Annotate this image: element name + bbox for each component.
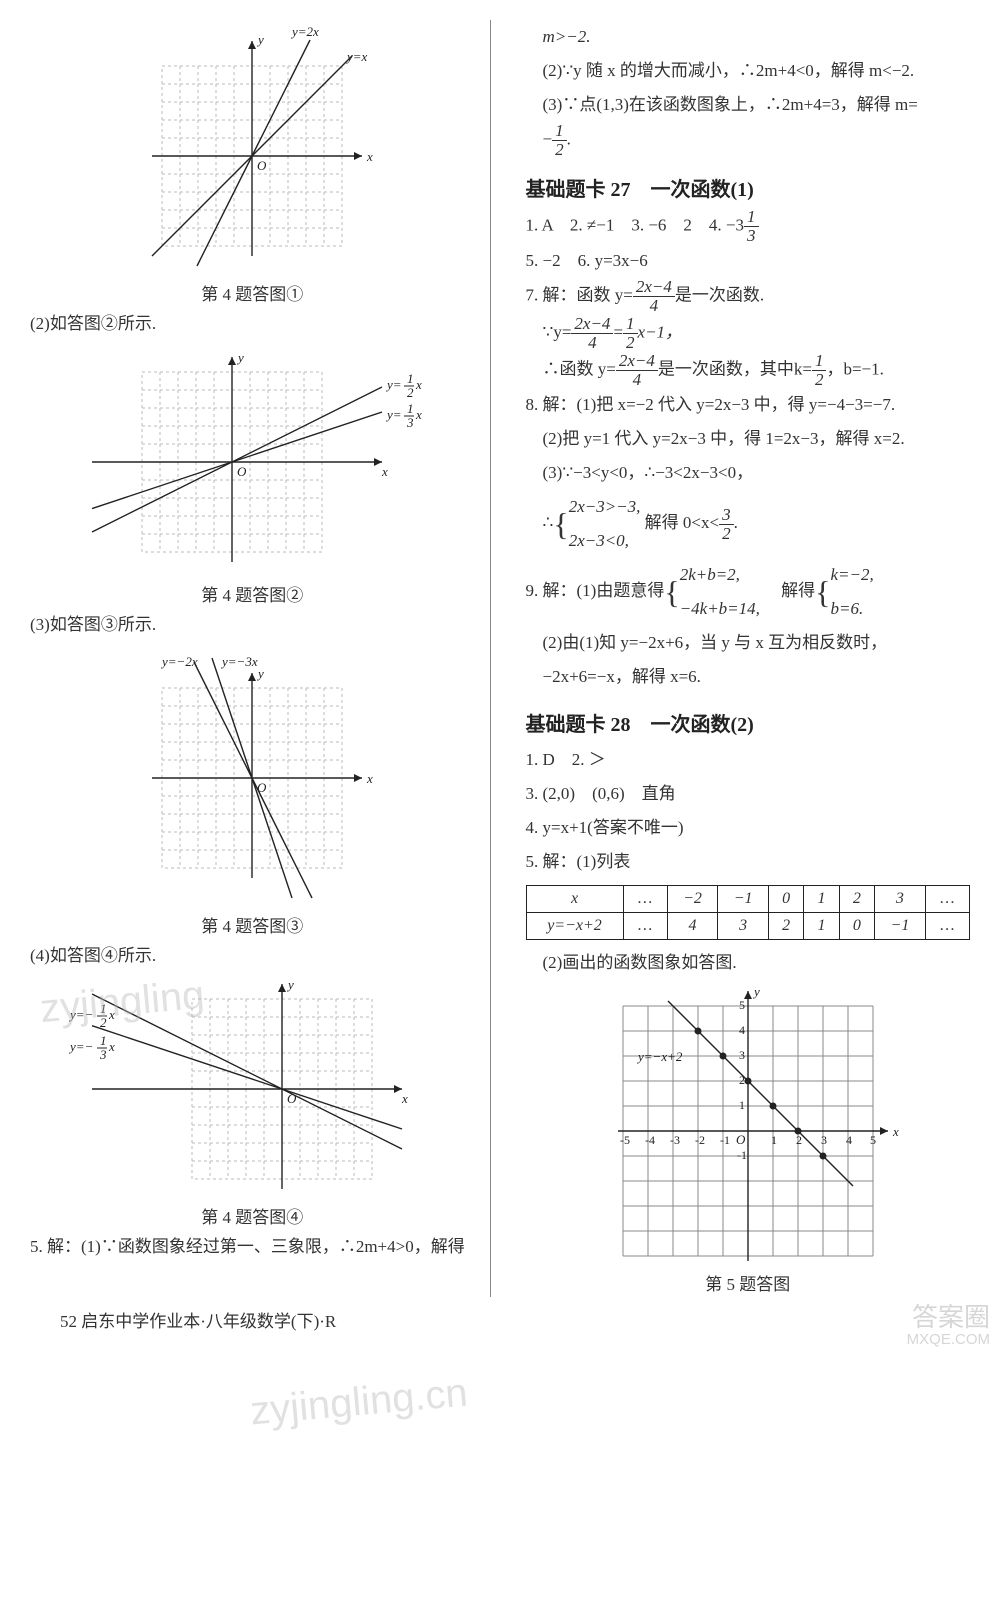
svg-text:3: 3: [739, 1048, 745, 1062]
r-l1: m>−2.: [526, 20, 971, 54]
svg-text:y: y: [236, 350, 244, 365]
s27-l12: −2x+6=−x，解得 x=6.: [526, 660, 971, 694]
figure-1: x y O y=2x y=x 第 4 题答图①: [30, 26, 475, 305]
svg-text:1: 1: [100, 1001, 107, 1016]
figure-5: xy -5-4-3-2-1 O 12345 -1 12345 y=−x+2: [526, 986, 971, 1295]
s27-l1: 1. A 2. ≠−1 3. −6 2 4. −313: [526, 208, 971, 245]
svg-text:x: x: [108, 1039, 115, 1054]
text-4: (4)如答图④所示.: [30, 939, 475, 973]
r-l2: (2)∵y 随 x 的增大而减小，∴2m+4<0，解得 m<−2.: [526, 54, 971, 88]
svg-text:-1: -1: [720, 1133, 730, 1147]
svg-text:y=: y=: [385, 377, 402, 392]
svg-text:x: x: [892, 1124, 899, 1139]
svg-text:2: 2: [100, 1015, 107, 1030]
r-l3: (3)∵点(1,3)在该函数图象上，∴2m+4=3，解得 m=: [526, 88, 971, 122]
r-l3b: −12.: [526, 122, 971, 159]
watermark-2: zyjingling.cn: [248, 1371, 469, 1435]
svg-text:x: x: [108, 1007, 115, 1022]
svg-text:y=: y=: [385, 407, 402, 422]
svg-text:y=x: y=x: [345, 49, 368, 64]
s27-l6: 8. 解：(1)把 x=−2 代入 y=2x−3 中，得 y=−4−3=−7.: [526, 388, 971, 422]
s28-l3: 4. y=x+1(答案不唯一): [526, 811, 971, 845]
s27-l11: (2)由(1)知 y=−2x+6，当 y 与 x 互为相反数时，: [526, 626, 971, 660]
sec28-title: 基础题卡 28 一次函数(2): [526, 708, 971, 737]
svg-text:y=−: y=−: [68, 1007, 93, 1022]
svg-text:O: O: [736, 1132, 746, 1147]
s27-l8: (3)∵−3<y<0，∴−3<2x−3<0，: [526, 456, 971, 490]
s27-l5: ∴函数 y=2x−44是一次函数，其中k=12，b=−1.: [526, 352, 971, 389]
svg-text:3: 3: [821, 1133, 827, 1147]
svg-text:2: 2: [407, 385, 414, 400]
svg-text:y=−x+2: y=−x+2: [636, 1049, 683, 1064]
s28-l5: (2)画出的函数图象如答图.: [526, 946, 971, 980]
svg-text:O: O: [257, 158, 267, 173]
svg-text:5: 5: [870, 1133, 876, 1147]
s27-l4: ∵y=2x−44=12x−1，: [526, 315, 971, 352]
svg-text:2: 2: [796, 1133, 802, 1147]
corner-watermark: 答案圈 MXQE.COM: [907, 1303, 990, 1348]
svg-text:4: 4: [739, 1023, 745, 1037]
s28-l1: 1. D 2. ＞: [526, 743, 971, 777]
svg-text:O: O: [237, 464, 247, 479]
svg-text:y: y: [752, 986, 760, 999]
fig5-caption: 第 5 题答图: [705, 1270, 790, 1295]
svg-text:y: y: [256, 32, 264, 47]
fig3-caption: 第 4 题答图③: [201, 912, 303, 937]
svg-text:x: x: [366, 771, 373, 786]
footer: 52 启东中学作业本·八年级数学(下)·R: [0, 1307, 1000, 1352]
svg-text:1: 1: [100, 1033, 107, 1048]
s27-l7: (2)把 y=1 代入 y=2x−3 中，得 1=2x−3，解得 x=2.: [526, 422, 971, 456]
s27-l2: 5. −2 6. y=3x−6: [526, 244, 971, 278]
svg-text:-2: -2: [695, 1133, 705, 1147]
s27-l3: 7. 解：函数 y=2x−44是一次函数.: [526, 278, 971, 315]
fig1-caption: 第 4 题答图①: [201, 280, 303, 305]
svg-text:3: 3: [406, 415, 414, 430]
svg-text:x: x: [366, 149, 373, 164]
svg-text:y=−: y=−: [68, 1039, 93, 1054]
svg-text:1: 1: [771, 1133, 777, 1147]
svg-text:4: 4: [846, 1133, 852, 1147]
fig2-caption: 第 4 题答图②: [201, 581, 303, 606]
figure-3: xy O y=−2x y=−3x 第 4 题答图③: [30, 648, 475, 937]
svg-text:x: x: [381, 464, 388, 479]
data-table: x…−2−10123… y=−x+2…43210−1…: [526, 885, 971, 940]
svg-text:x: x: [415, 377, 422, 392]
svg-text:1: 1: [739, 1098, 745, 1112]
s28-l2: 3. (2,0) (0,6) 直角: [526, 777, 971, 811]
svg-text:y: y: [286, 979, 294, 992]
s27-l10: 9. 解：(1)由题意得{2k+b=2,−4k+b=14, 解得{k=−2,b=…: [526, 558, 971, 626]
svg-text:1: 1: [407, 401, 414, 416]
text-5: 5. 解：(1)∵函数图象经过第一、三象限，∴2m+4>0，解得: [30, 1230, 475, 1264]
svg-text:-5: -5: [620, 1133, 630, 1147]
svg-text:-3: -3: [670, 1133, 680, 1147]
s28-l4: 5. 解：(1)列表: [526, 845, 971, 879]
svg-text:-4: -4: [645, 1133, 655, 1147]
svg-text:y=−2x: y=−2x: [160, 654, 198, 669]
text-2: (2)如答图②所示.: [30, 307, 475, 341]
s27-l9: ∴{2x−3>−3,2x−3<0, 解得 0<x<32.: [526, 490, 971, 558]
svg-text:y=−3x: y=−3x: [220, 654, 258, 669]
svg-text:O: O: [257, 780, 267, 795]
svg-text:1: 1: [407, 371, 414, 386]
svg-text:x: x: [415, 407, 422, 422]
svg-text:y=2x: y=2x: [290, 26, 319, 39]
svg-text:5: 5: [739, 998, 745, 1012]
svg-text:-1: -1: [737, 1148, 747, 1162]
text-3: (3)如答图③所示.: [30, 608, 475, 642]
svg-text:3: 3: [99, 1047, 107, 1062]
sec27-title: 基础题卡 27 一次函数(1): [526, 173, 971, 202]
svg-text:x: x: [401, 1091, 408, 1106]
figure-4: xy O y=− 1 2 x y=− 1 3 x 第 4 题答图④: [30, 979, 475, 1228]
figure-2: x y O y= 1 2 x y= 1 3 x 第 4 题答图②: [30, 347, 475, 606]
fig4-caption: 第 4 题答图④: [201, 1203, 303, 1228]
